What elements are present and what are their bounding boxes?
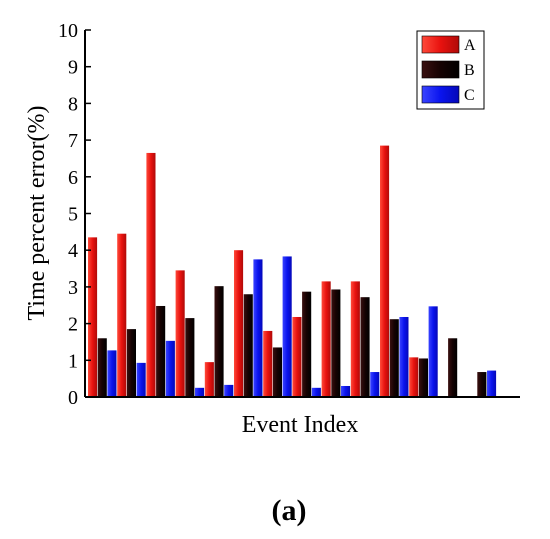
bar-b-2 — [126, 329, 136, 397]
bar-b-3 — [156, 305, 166, 397]
legend-swatch-a — [421, 35, 460, 54]
bars-layer — [88, 145, 497, 398]
bar-b-1 — [97, 338, 107, 397]
bar-b-8 — [302, 291, 312, 397]
bar-c-1 — [107, 350, 117, 397]
legend-label-b: B — [464, 62, 475, 79]
bar-c-9 — [341, 385, 351, 397]
bar-b-9 — [331, 289, 341, 397]
bar-c-7 — [282, 256, 292, 397]
bar-a-7 — [263, 330, 273, 397]
y-tick-label: 3 — [68, 277, 78, 299]
bar-b-7 — [272, 347, 282, 397]
y-tick-label: 4 — [68, 240, 78, 262]
bar-b-10 — [360, 297, 370, 397]
legend-swatch-c — [421, 85, 460, 104]
y-ticks: 0 1 2 3 4 5 6 7 8 9 10 — [58, 20, 91, 409]
bar-c-6 — [253, 259, 263, 398]
bar-a-5 — [204, 362, 214, 397]
y-tick-label: 1 — [68, 350, 78, 372]
bar-b-5 — [214, 286, 224, 397]
bar-b-12 — [418, 358, 428, 397]
bar-a-2 — [117, 233, 127, 397]
y-axis-label: Time percent error(%) — [24, 105, 50, 320]
y-tick-label: 2 — [68, 314, 78, 336]
y-tick-label: 7 — [68, 130, 78, 152]
y-tick-label: 5 — [68, 204, 78, 226]
bar-a-4 — [175, 270, 185, 397]
bar-c-11 — [399, 316, 409, 397]
bar-c-3 — [165, 340, 175, 397]
bar-b-11 — [389, 319, 399, 397]
bar-a-3 — [146, 152, 156, 397]
panel-label: (a) — [272, 494, 307, 527]
bar-a-11 — [380, 145, 390, 397]
y-tick-label: 8 — [68, 93, 78, 115]
y-tick-label: 6 — [68, 167, 78, 189]
bar-b-4 — [185, 318, 195, 397]
bar-c-12 — [428, 306, 438, 397]
bar-c-2 — [136, 362, 146, 397]
bar-c-14 — [487, 370, 497, 397]
bar-b-13 — [448, 338, 458, 397]
legend-label-c: C — [464, 87, 475, 104]
legend-swatch-b — [421, 60, 460, 79]
bar-b-14 — [477, 372, 487, 397]
bar-a-12 — [409, 357, 419, 397]
bar-a-10 — [350, 281, 360, 397]
legend: ABC — [416, 30, 485, 110]
legend-label-a: A — [464, 37, 476, 54]
bar-a-6 — [234, 250, 244, 397]
y-tick-label: 9 — [68, 57, 78, 79]
bar-a-1 — [88, 237, 98, 397]
bar-c-10 — [370, 372, 380, 397]
bar-a-9 — [321, 281, 331, 397]
bar-b-6 — [243, 294, 253, 397]
bar-c-8 — [311, 387, 321, 397]
x-axis-label: Event Index — [242, 412, 359, 438]
y-tick-label: 0 — [68, 387, 78, 409]
bar-c-4 — [195, 387, 205, 397]
bar-a-8 — [292, 316, 302, 397]
y-tick-label: 10 — [58, 20, 78, 42]
bar-c-5 — [224, 384, 234, 397]
